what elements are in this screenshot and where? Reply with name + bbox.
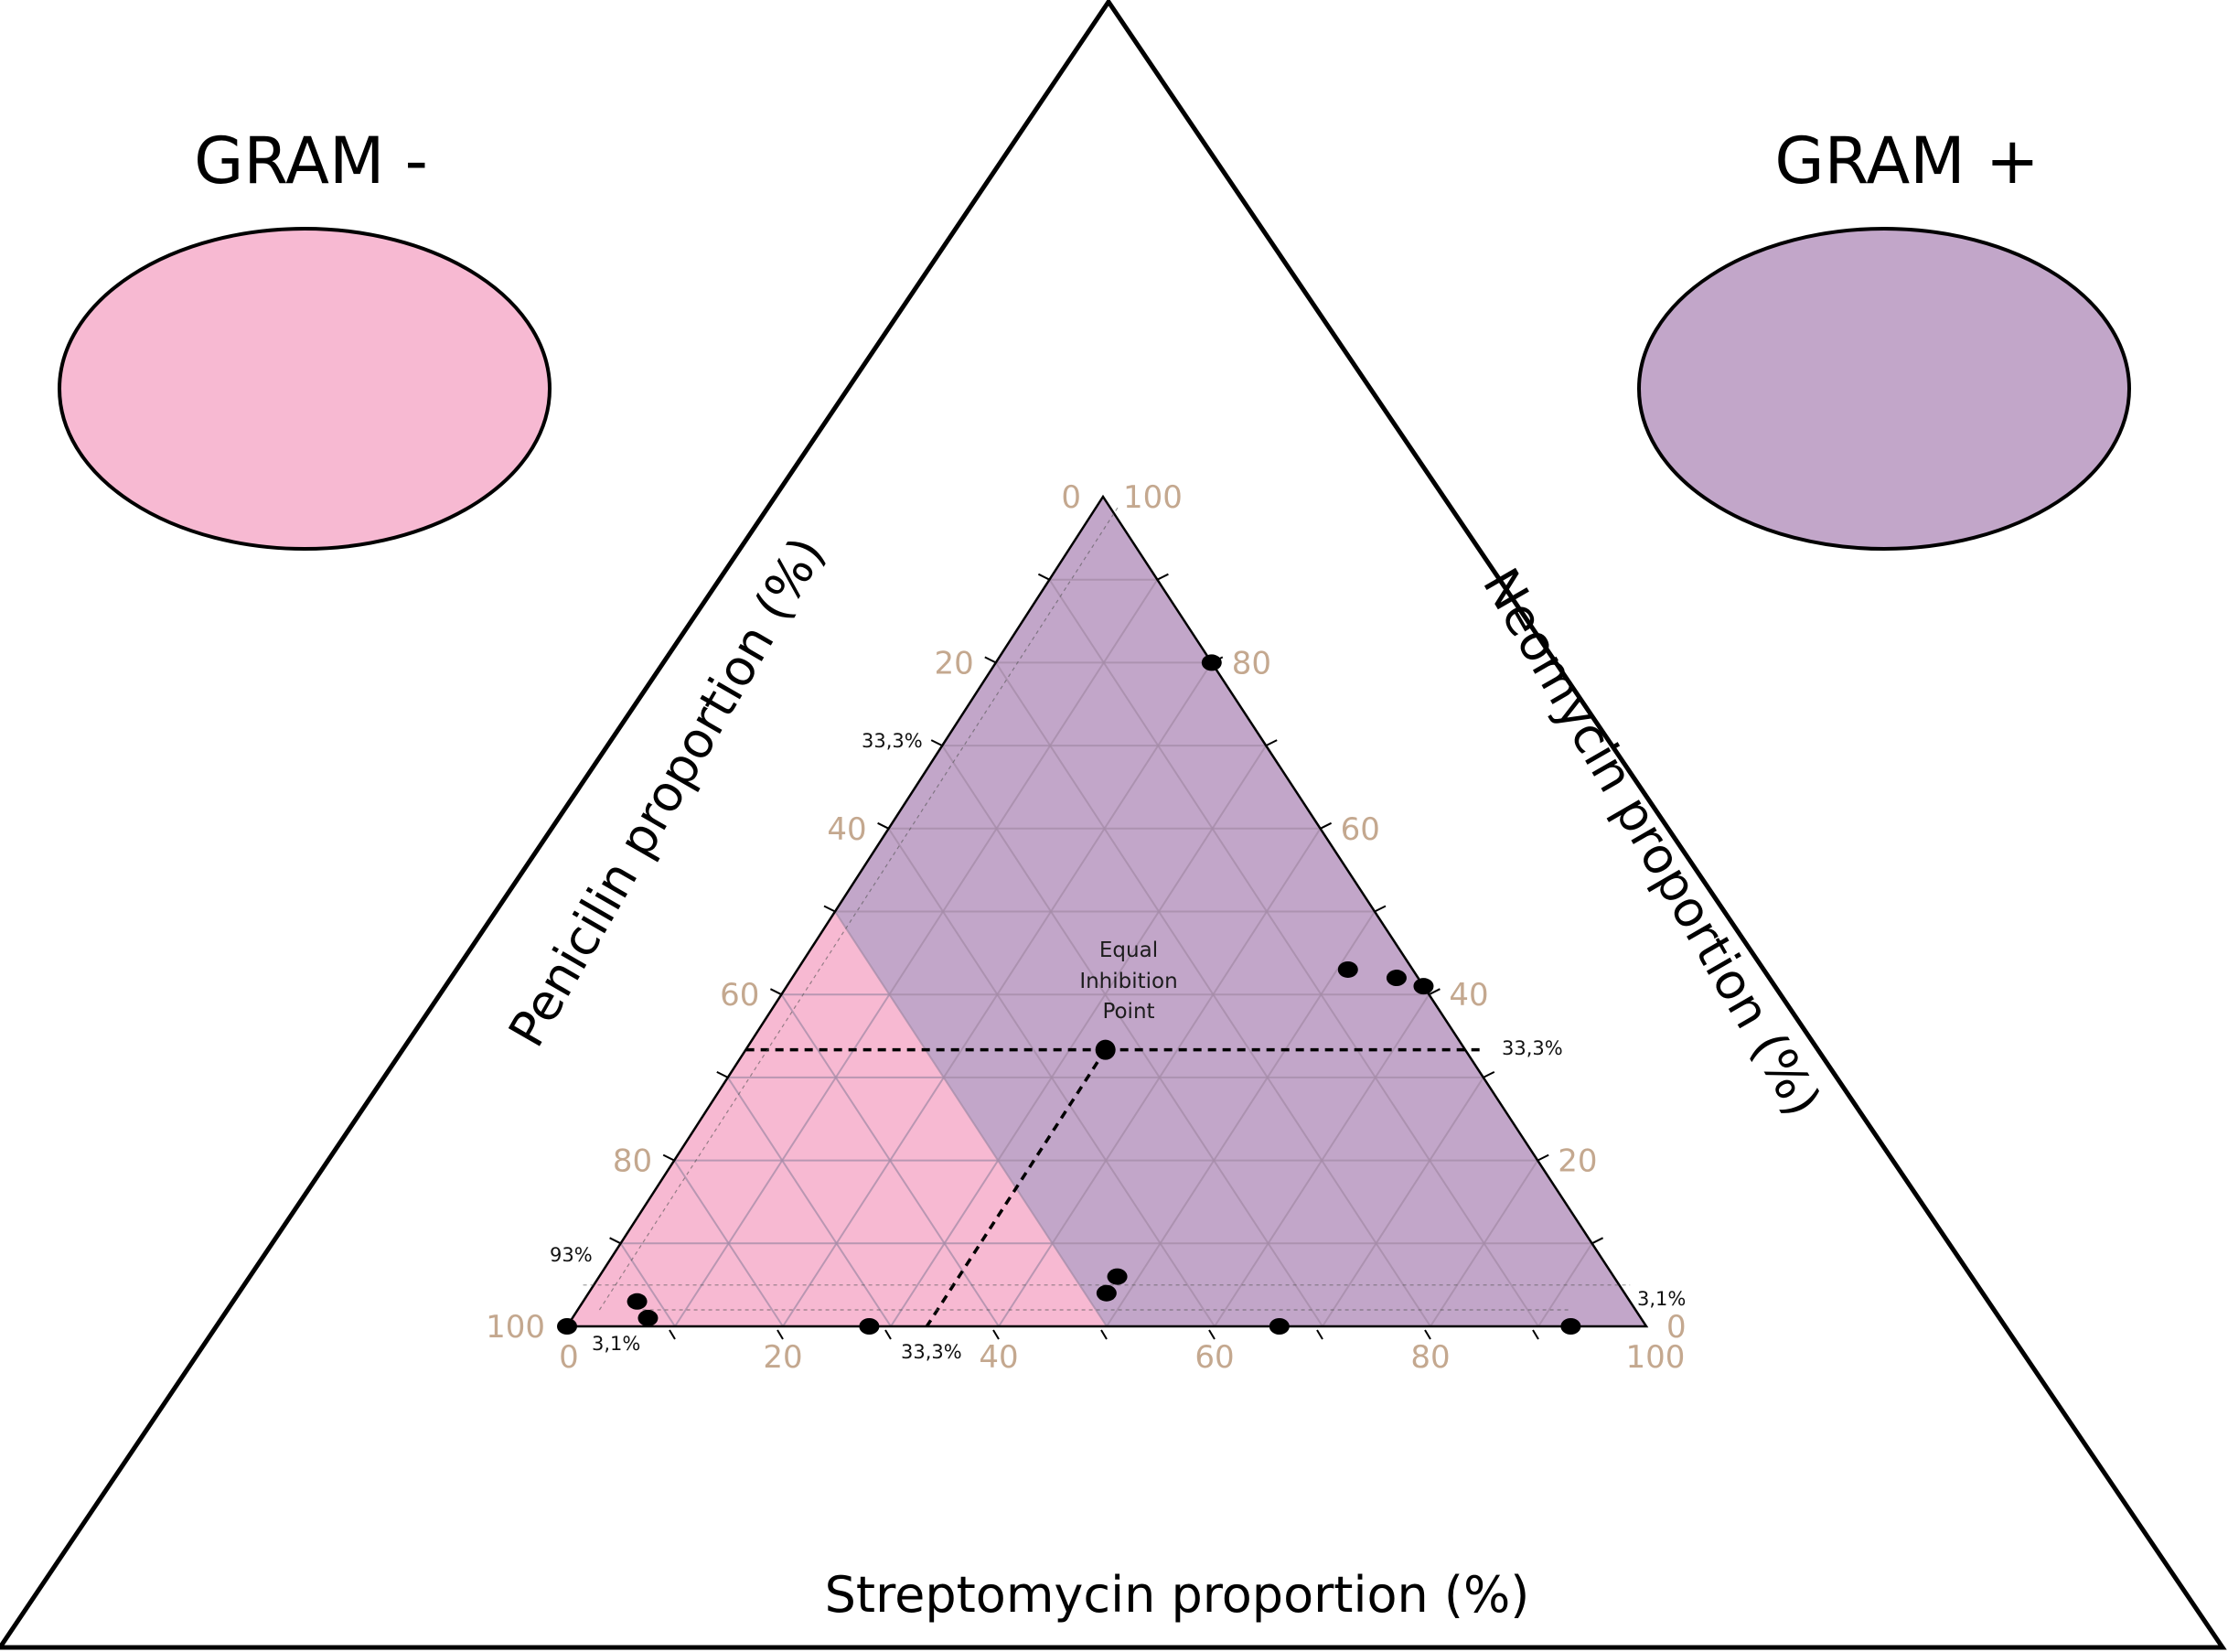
bottom-tick-mark <box>1533 1330 1538 1339</box>
right-tick-mark <box>1157 574 1168 580</box>
legend-gram-negative-title: GRAM - <box>194 123 428 198</box>
right-tick-label: 80 <box>1232 645 1271 681</box>
data-point <box>557 1318 577 1335</box>
left-tick-label: 60 <box>720 977 759 1014</box>
left-tick-label: 40 <box>827 811 866 848</box>
bottom-tick-label: 0 <box>559 1339 579 1376</box>
right-tick-label: 40 <box>1449 977 1488 1014</box>
bottom-tick-mark <box>1317 1330 1323 1339</box>
left-tick-mark <box>663 1155 674 1161</box>
bottom-tick-mark <box>885 1330 891 1339</box>
right-tick-label: 100 <box>1123 479 1183 516</box>
bottom-axis-title: Streptomycin proportion (%) <box>825 1566 1530 1624</box>
right-tick-mark <box>1592 1238 1603 1243</box>
guide-label-left: 33,3% <box>862 730 923 752</box>
left-tick-mark <box>931 740 942 746</box>
right-tick-mark <box>1375 906 1386 912</box>
bottom-tick-mark <box>993 1330 999 1339</box>
guide-label-bottom: 33,3% <box>901 1341 962 1363</box>
left-tick-mark <box>610 1238 621 1243</box>
left-tick-mark <box>824 906 835 912</box>
left-tick-mark <box>878 823 889 829</box>
right-tick-label: 20 <box>1558 1143 1597 1180</box>
bottom-tick-label: 80 <box>1410 1339 1450 1376</box>
center-label-line-1: Equal <box>1099 939 1158 962</box>
data-point <box>1202 654 1222 670</box>
guide-label-93: 93% <box>550 1244 593 1266</box>
data-point <box>1560 1318 1580 1335</box>
legend-gram-positive-title: GRAM + <box>1774 123 2039 198</box>
bottom-tick-mark <box>669 1330 675 1339</box>
data-point <box>1387 970 1407 986</box>
right-tick-label: 0 <box>1666 1309 1687 1346</box>
left-tick-mark <box>717 1072 728 1078</box>
equal-inhibition-point <box>1096 1040 1116 1060</box>
data-point <box>1269 1318 1290 1335</box>
bottom-tick-mark <box>1209 1330 1215 1339</box>
bottom-tick-mark <box>1425 1330 1430 1339</box>
guide-label-right-3: 3,1% <box>1637 1288 1686 1310</box>
data-point <box>859 1318 879 1335</box>
data-point <box>627 1293 648 1310</box>
legend-gram-negative-swatch <box>59 229 550 549</box>
data-point <box>637 1310 658 1326</box>
bottom-tick-label: 20 <box>763 1339 802 1376</box>
bottom-tick-mark <box>1101 1330 1107 1339</box>
data-point <box>1108 1269 1128 1285</box>
data-point <box>1097 1285 1117 1302</box>
center-label-line-3: Point <box>1102 1000 1154 1024</box>
legend-gram-positive-swatch <box>1639 229 2129 549</box>
left-tick-mark <box>985 657 996 662</box>
left-tick-label: 100 <box>486 1309 545 1346</box>
center-label-line-2: Inhibition <box>1079 970 1177 993</box>
right-tick-mark <box>1266 740 1277 746</box>
right-tick-label: 60 <box>1341 811 1380 848</box>
left-tick-mark <box>1038 574 1049 580</box>
right-tick-mark <box>1537 1155 1548 1161</box>
right-tick-mark <box>1484 1072 1494 1078</box>
right-tick-mark <box>1321 823 1332 829</box>
bottom-tick-label: 60 <box>1194 1339 1234 1376</box>
guide-label-bottom-3: 3,1% <box>592 1333 640 1355</box>
data-point <box>1338 961 1358 978</box>
bottom-tick-label: 40 <box>979 1339 1018 1376</box>
left-axis-title: Penicilin proportion (%) <box>498 528 836 1057</box>
left-tick-label: 0 <box>1061 479 1081 516</box>
left-tick-label: 80 <box>613 1143 652 1180</box>
bottom-tick-mark <box>777 1330 783 1339</box>
left-tick-label: 20 <box>935 645 974 681</box>
guide-label-right: 33,3% <box>1502 1037 1563 1059</box>
data-point <box>1413 978 1433 994</box>
left-tick-mark <box>770 989 781 994</box>
